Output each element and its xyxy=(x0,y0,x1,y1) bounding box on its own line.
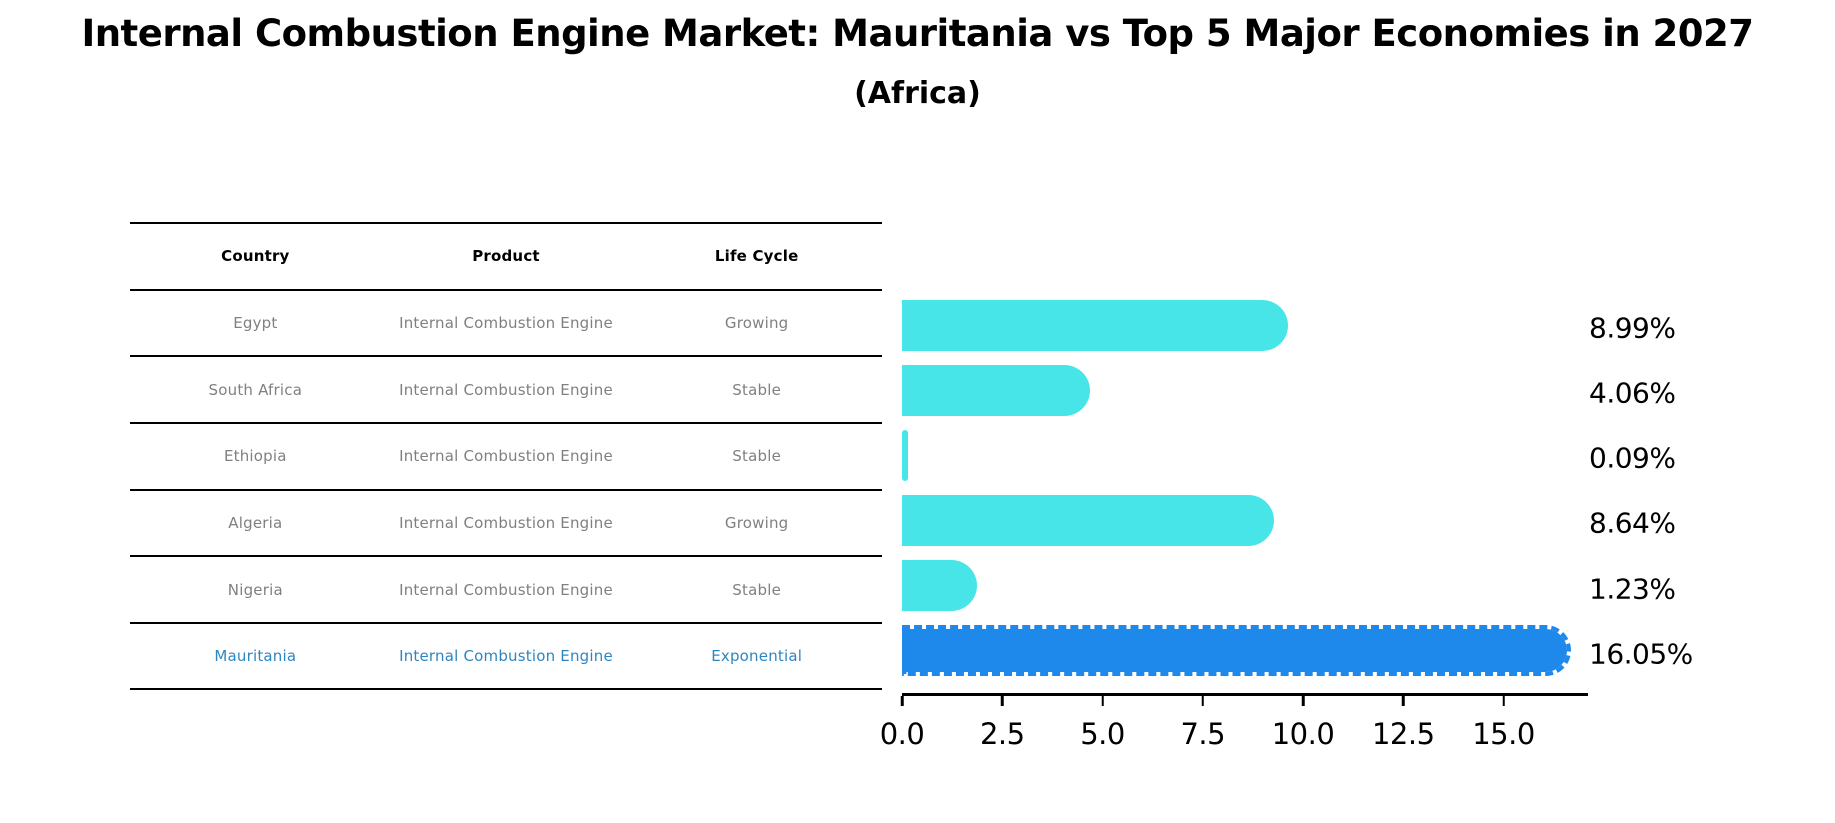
x-axis-tick xyxy=(1101,696,1104,706)
cell-life-cycle: Stable xyxy=(732,447,782,466)
x-axis-tick-label: 5.0 xyxy=(1080,717,1125,751)
x-axis-tick-label: 0.0 xyxy=(879,717,925,751)
table-row: Mauritania Internal Combustion Engine Expo… xyxy=(130,624,882,691)
table-row: South Africa Internal Combustion Engine St… xyxy=(130,357,882,424)
value-label: 4.06% xyxy=(1589,376,1676,410)
cell-life-cycle: Stable xyxy=(732,380,782,399)
value-label: 0.09% xyxy=(1589,441,1676,475)
cell-country: Ethiopia xyxy=(223,447,287,466)
value-label: 1.23% xyxy=(1589,572,1676,606)
cell-life-cycle: Growing xyxy=(724,313,789,332)
table-header-row: Country Product Life Cycle xyxy=(130,224,882,291)
x-axis-line xyxy=(902,692,1588,696)
cell-product: Internal Combustion Engine xyxy=(399,647,613,666)
table-row: Nigeria Internal Combustion Engine Stable xyxy=(130,557,882,624)
chart-title: Internal Combustion Engine Market: Mauri… xyxy=(81,12,1754,55)
table-row: Egypt Internal Combustion Engine Growing xyxy=(130,291,882,358)
cell-product: Internal Combustion Engine xyxy=(399,513,613,532)
table-header-product: Product xyxy=(472,247,540,266)
x-axis-tick-label: 7.5 xyxy=(1180,717,1226,751)
info-table-rows: Egypt Internal Combustion Engine Growing So… xyxy=(130,291,882,691)
x-axis-tick xyxy=(1402,696,1405,706)
cell-product: Internal Combustion Engine xyxy=(399,447,613,466)
info-table: Country Product Life Cycle Egypt Internal… xyxy=(130,222,882,691)
x-axis-tick-label: 15.0 xyxy=(1472,717,1535,751)
cell-product: Internal Combustion Engine xyxy=(399,313,613,332)
chart-subtitle: (Africa) xyxy=(854,76,981,111)
table-row: Algeria Internal Combustion Engine Growing xyxy=(130,491,882,558)
bar-egypt xyxy=(902,299,1288,351)
table-header-life-cycle: Life Cycle xyxy=(714,247,799,266)
cell-country: Mauritania xyxy=(214,647,297,666)
table-header-country: Country xyxy=(221,247,290,266)
bar-south-africa xyxy=(902,364,1091,416)
x-axis-tick xyxy=(1001,696,1004,706)
x-axis-tick-label: 12.5 xyxy=(1371,717,1435,751)
bar-mauritania xyxy=(902,625,1572,677)
value-label: 8.99% xyxy=(1589,311,1676,345)
cell-product: Internal Combustion Engine xyxy=(399,580,613,599)
x-axis-tick xyxy=(900,696,904,706)
bar-algeria xyxy=(902,494,1274,546)
x-axis-tick xyxy=(1502,696,1505,706)
table-row: Ethiopia Internal Combustion Engine Stable xyxy=(130,424,882,491)
value-label: 16.05% xyxy=(1589,637,1693,671)
cell-life-cycle: Growing xyxy=(724,513,789,532)
cell-country: Algeria xyxy=(228,513,283,532)
cell-country: Nigeria xyxy=(227,580,283,599)
bar-ethiopia xyxy=(902,429,908,481)
cell-life-cycle: Exponential xyxy=(711,647,803,666)
cell-country: South Africa xyxy=(208,380,303,399)
x-axis-tick-label: 10.0 xyxy=(1271,717,1335,751)
value-label: 8.64% xyxy=(1589,506,1676,540)
x-axis-tick xyxy=(1201,696,1204,706)
bar-nigeria xyxy=(902,560,977,612)
x-axis-tick-label: 2.5 xyxy=(979,717,1025,751)
cell-product: Internal Combustion Engine xyxy=(399,380,613,399)
cell-country: Egypt xyxy=(233,313,278,332)
cell-life-cycle: Stable xyxy=(732,580,782,599)
x-axis-tick xyxy=(1301,696,1305,706)
